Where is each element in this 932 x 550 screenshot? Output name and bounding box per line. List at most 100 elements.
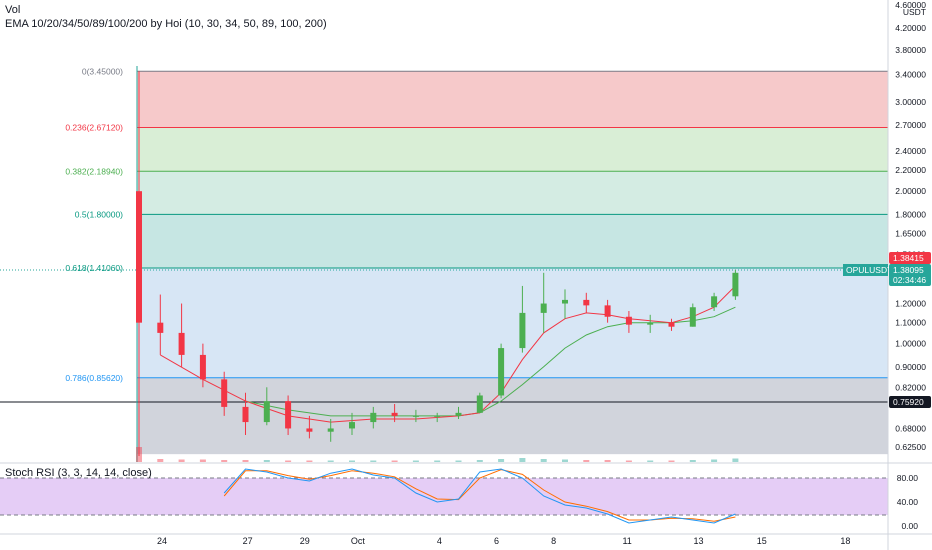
date-tick: 13 xyxy=(694,536,704,546)
stoch-axis[interactable]: 80.00 40.00 0.00 xyxy=(897,473,919,531)
date-tick: 6 xyxy=(494,536,499,546)
candle-body xyxy=(732,272,739,297)
fib-zone xyxy=(137,127,888,172)
stoch-k-line xyxy=(223,468,736,524)
fib-label: 0.618(1.41060) xyxy=(65,263,123,273)
price-tick: 1.65000 xyxy=(895,228,926,238)
candle-body xyxy=(285,401,292,429)
price-tick: 2.70000 xyxy=(895,120,926,130)
candle-body xyxy=(412,415,419,417)
volume-bar xyxy=(711,459,718,462)
candle-body xyxy=(136,191,142,323)
price-tick: 3.40000 xyxy=(895,69,926,79)
date-tick: 15 xyxy=(757,536,767,546)
volume-bar xyxy=(455,460,462,462)
date-tick: 18 xyxy=(840,536,850,546)
volume-bar xyxy=(519,458,526,462)
candle-body xyxy=(391,412,398,416)
candle-body xyxy=(647,322,654,325)
volume-bar xyxy=(476,460,483,462)
volume-legend[interactable]: Vol xyxy=(5,4,21,16)
date-tick: 11 xyxy=(622,536,631,546)
volume-bar xyxy=(199,459,206,462)
volume-bar xyxy=(625,460,632,462)
fib-label: 0.236(2.67120) xyxy=(65,123,123,133)
fib-label: 0(3.45000) xyxy=(82,66,123,76)
volume-bar xyxy=(178,459,185,462)
fib-zone xyxy=(137,171,888,215)
volume-bar xyxy=(242,460,249,462)
candle-body xyxy=(604,305,611,317)
date-tick: 29 xyxy=(300,536,310,546)
price-tick: 3.80000 xyxy=(895,45,926,55)
candle-body xyxy=(476,395,483,413)
ema-legend[interactable]: EMA 10/20/34/50/89/100/200 by Hoi (10, 3… xyxy=(5,18,327,30)
date-tick: 4 xyxy=(437,536,442,546)
fib-label: 0.5(1.80000) xyxy=(75,209,123,219)
volume-bar xyxy=(157,459,164,462)
price-tick: 4.20000 xyxy=(895,23,926,33)
time-axis[interactable]: 24 27 29 Oct 4 6 8 11 13 15 18 xyxy=(157,536,850,546)
high-price-tag xyxy=(889,252,931,264)
volume-bar xyxy=(583,460,590,462)
volume-bar xyxy=(306,460,313,462)
date-tick: Oct xyxy=(351,536,366,546)
date-tick: 27 xyxy=(243,536,253,546)
candle-body xyxy=(689,307,696,327)
price-tick: 1.10000 xyxy=(895,318,926,328)
candle-body xyxy=(178,332,185,355)
fib-zone xyxy=(137,377,888,455)
candle-body xyxy=(498,348,505,396)
candle-body xyxy=(349,422,355,429)
fib-zone xyxy=(137,267,888,378)
volume-bar xyxy=(604,460,611,462)
candle-body xyxy=(668,322,675,327)
volume-bar xyxy=(370,460,377,462)
candle-body xyxy=(434,415,441,417)
volume-bar xyxy=(349,460,355,462)
volume-bar xyxy=(391,460,398,462)
volume-bar xyxy=(668,460,675,462)
price-tick: 2.40000 xyxy=(895,146,926,156)
price-axis-unit: USDT xyxy=(903,7,926,17)
volume-bar xyxy=(498,459,505,462)
price-tick: 0.68000 xyxy=(895,423,926,433)
last-price-tag xyxy=(889,264,931,286)
volume-bar xyxy=(434,460,441,462)
candle-body xyxy=(711,296,718,308)
candle-body xyxy=(519,312,526,349)
price-tick: 2.20000 xyxy=(895,165,926,175)
candle-body xyxy=(263,401,270,423)
candle-body xyxy=(583,299,590,306)
candle-body xyxy=(199,354,206,380)
level-price-tag xyxy=(889,396,931,408)
symbol-tag-text: OPULUSDT xyxy=(846,265,892,275)
level-price-tag-text: 0.75920 xyxy=(893,397,924,407)
stoch-tick: 0.00 xyxy=(901,521,918,531)
candle-body xyxy=(562,299,568,304)
stoch-band xyxy=(0,478,888,515)
candle-body xyxy=(221,379,228,407)
candle-body xyxy=(540,303,547,313)
volume-bar xyxy=(221,460,228,462)
fib-zone xyxy=(137,71,888,128)
fibonacci-retracement[interactable] xyxy=(137,71,888,455)
price-tick: 0.62500 xyxy=(895,442,926,452)
price-tick: 0.82000 xyxy=(895,382,926,392)
volume-bars xyxy=(136,447,739,462)
candle-body xyxy=(455,412,462,416)
candle-body xyxy=(625,316,632,325)
price-axis-top: 4.60000 xyxy=(895,0,926,10)
price-tick: 1.80000 xyxy=(895,209,926,219)
price-tick: 0.90000 xyxy=(895,362,926,372)
price-tick: 3.00000 xyxy=(895,97,926,107)
stoch-tick: 40.00 xyxy=(897,497,919,507)
ema-fast-line xyxy=(160,285,736,423)
volume-bar xyxy=(285,460,292,462)
volume-bar xyxy=(647,460,654,462)
candle-body xyxy=(370,412,377,423)
stoch-legend[interactable]: Stoch RSI (3, 3, 14, 14, close) xyxy=(5,467,152,479)
stoch-tick: 80.00 xyxy=(897,473,919,483)
